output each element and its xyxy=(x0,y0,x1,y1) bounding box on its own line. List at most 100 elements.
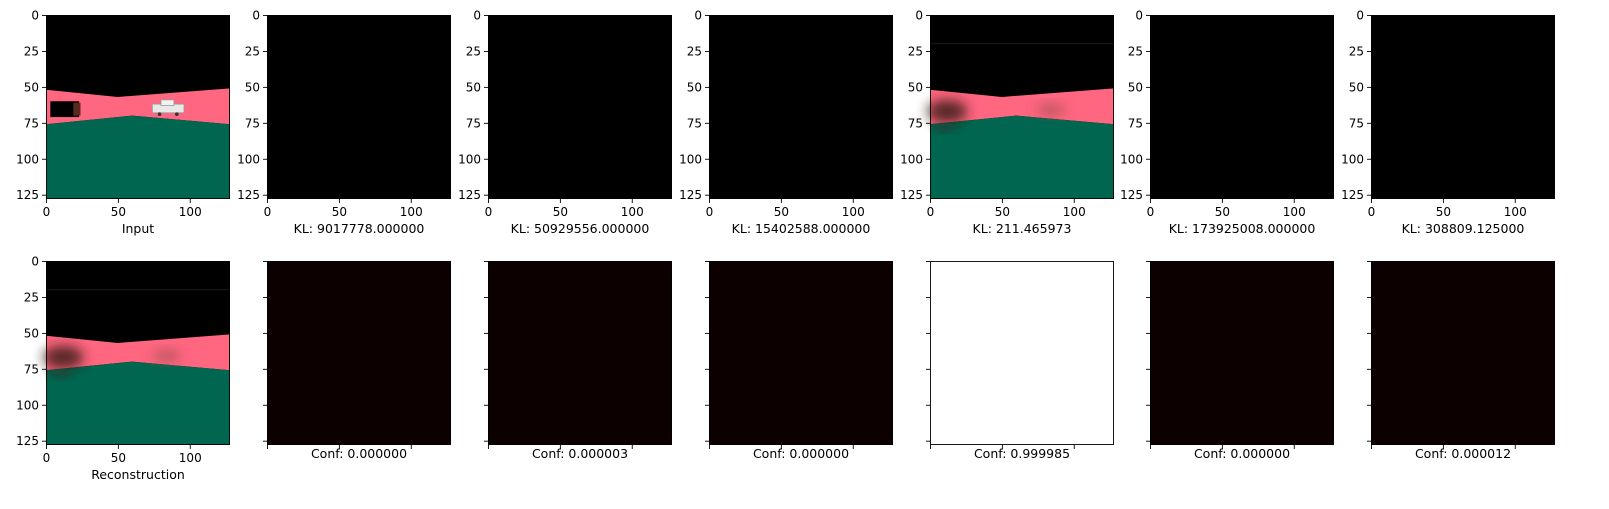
y-tick-label: 125 xyxy=(16,434,39,448)
y-tick-label: 125 xyxy=(458,188,481,202)
x-tick-label: 100 xyxy=(1063,205,1086,219)
road-region xyxy=(930,88,1114,125)
y-tick-label: 0 xyxy=(473,9,481,23)
ground-region xyxy=(930,115,1114,199)
road-region xyxy=(46,88,230,125)
heatmap-cell xyxy=(1371,15,1555,199)
x-tick-label: 0 xyxy=(43,205,51,219)
y-tick-label: 25 xyxy=(908,44,923,58)
x-tick-label: 100 xyxy=(1283,205,1306,219)
y-tick-label: 0 xyxy=(1135,9,1143,23)
ground-region xyxy=(46,361,230,445)
left-vehicle-rear xyxy=(73,102,81,116)
panel-caption: KL: 50929556.000000 xyxy=(511,221,650,236)
y-tick-label: 125 xyxy=(900,188,923,202)
heatmap-cell xyxy=(930,261,1114,445)
y-tick-label: 50 xyxy=(466,80,481,94)
y-tick-label: 50 xyxy=(687,80,702,94)
x-tick-label: 100 xyxy=(179,451,202,465)
axes-frame xyxy=(1371,15,1555,199)
x-tick-label: 100 xyxy=(1504,205,1527,219)
axes-frame xyxy=(709,15,893,199)
y-tick-label: 50 xyxy=(24,80,39,94)
axes-frame xyxy=(46,261,230,445)
blurry-shadow xyxy=(932,124,956,133)
y-tick-label: 25 xyxy=(1128,44,1143,58)
panel-bottom-0: 0 50 100 0 25 50 75 100 125 Reconstruction xyxy=(16,255,230,482)
axes-frame xyxy=(488,15,672,199)
panel-caption: Conf: 0.000000 xyxy=(311,446,407,461)
panel-bottom-3: Conf: 0.000000 xyxy=(705,261,893,461)
panel-caption: Conf: 0.000000 xyxy=(753,446,849,461)
axes-frame xyxy=(930,261,1114,445)
y-tick-label: 100 xyxy=(458,152,481,166)
x-tick-label: 50 xyxy=(1215,205,1230,219)
y-tick-label: 50 xyxy=(1349,80,1364,94)
axes-frame xyxy=(1371,261,1555,445)
ground-region xyxy=(46,115,230,199)
panel-top-2: 0 50 100 0 25 50 75 100 125 KL: 50929556.000000 xyxy=(458,9,672,236)
y-tick-label: 0 xyxy=(694,9,702,23)
panel-top-3: 0 50 100 0 25 50 75 100 125 KL: 15402588.000000 xyxy=(679,9,893,236)
heatmap-cell xyxy=(1371,261,1555,445)
heatmap-cell xyxy=(1150,261,1334,445)
axes-frame xyxy=(1150,261,1334,445)
x-tick-label: 50 xyxy=(111,451,126,465)
x-tick-label: 50 xyxy=(553,205,568,219)
y-tick-label: 25 xyxy=(466,44,481,58)
y-tick-label: 75 xyxy=(245,116,260,130)
panel-top-5: 0 50 100 0 25 50 75 100 125 KL: 173925008.000000 xyxy=(1120,9,1334,236)
y-tick-label: 75 xyxy=(908,116,923,130)
blurry-truck xyxy=(152,350,182,362)
axes-frame xyxy=(709,261,893,445)
y-tick-label: 125 xyxy=(679,188,702,202)
road-region xyxy=(46,334,230,371)
x-tick-label: 0 xyxy=(43,451,51,465)
x-tick-label: 0 xyxy=(1147,205,1155,219)
truck-cab xyxy=(160,99,175,106)
y-tick-label: 75 xyxy=(24,362,39,376)
axes-frame xyxy=(488,261,672,445)
y-tick-label: 0 xyxy=(1356,9,1364,23)
panel-top-1: 0 50 100 0 25 50 75 100 125 KL: 9017778.000000 xyxy=(237,9,451,236)
heatmap-cell xyxy=(267,15,451,199)
y-tick-label: 50 xyxy=(24,326,39,340)
y-tick-label: 25 xyxy=(24,290,39,304)
y-tick-label: 25 xyxy=(687,44,702,58)
y-tick-label: 100 xyxy=(237,152,260,166)
x-tick-label: 100 xyxy=(179,205,202,219)
x-tick-label: 100 xyxy=(842,205,865,219)
y-tick-label: 125 xyxy=(1120,188,1143,202)
panel-top-6: 0 50 100 0 25 50 75 100 125 KL: 308809.125000 xyxy=(1341,9,1555,236)
y-tick-label: 100 xyxy=(16,152,39,166)
y-tick-label: 50 xyxy=(1128,80,1143,94)
x-tick-label: 50 xyxy=(995,205,1010,219)
panel-caption: Conf: 0.000003 xyxy=(532,446,628,461)
panel-top-4: 0 50 100 0 25 50 75 100 125 KL: 211.465973 xyxy=(900,9,1114,236)
panel-caption: KL: 211.465973 xyxy=(973,221,1072,236)
y-tick-label: 0 xyxy=(31,255,39,269)
truck-wheel xyxy=(157,112,162,116)
blurry-truck xyxy=(1036,104,1066,116)
panel-caption: Input xyxy=(122,221,154,236)
x-tick-label: 50 xyxy=(332,205,347,219)
heatmap-cell xyxy=(709,261,893,445)
x-tick-label: 100 xyxy=(400,205,423,219)
y-tick-label: 50 xyxy=(245,80,260,94)
y-tick-label: 75 xyxy=(466,116,481,130)
left-vehicle xyxy=(50,101,80,118)
axes-frame xyxy=(930,15,1114,199)
y-tick-label: 75 xyxy=(1128,116,1143,130)
panel-bottom-2: Conf: 0.000003 xyxy=(484,261,672,461)
y-tick-label: 125 xyxy=(1341,188,1364,202)
blurry-shadow xyxy=(48,370,72,379)
axes-frame xyxy=(1150,15,1334,199)
axes-frame xyxy=(46,15,230,199)
x-tick-label: 50 xyxy=(111,205,126,219)
y-tick-label: 75 xyxy=(687,116,702,130)
axes-frame xyxy=(267,261,451,445)
panel-bottom-6: Conf: 0.000012 xyxy=(1367,261,1555,461)
x-tick-label: 50 xyxy=(774,205,789,219)
x-tick-label: 50 xyxy=(1436,205,1451,219)
